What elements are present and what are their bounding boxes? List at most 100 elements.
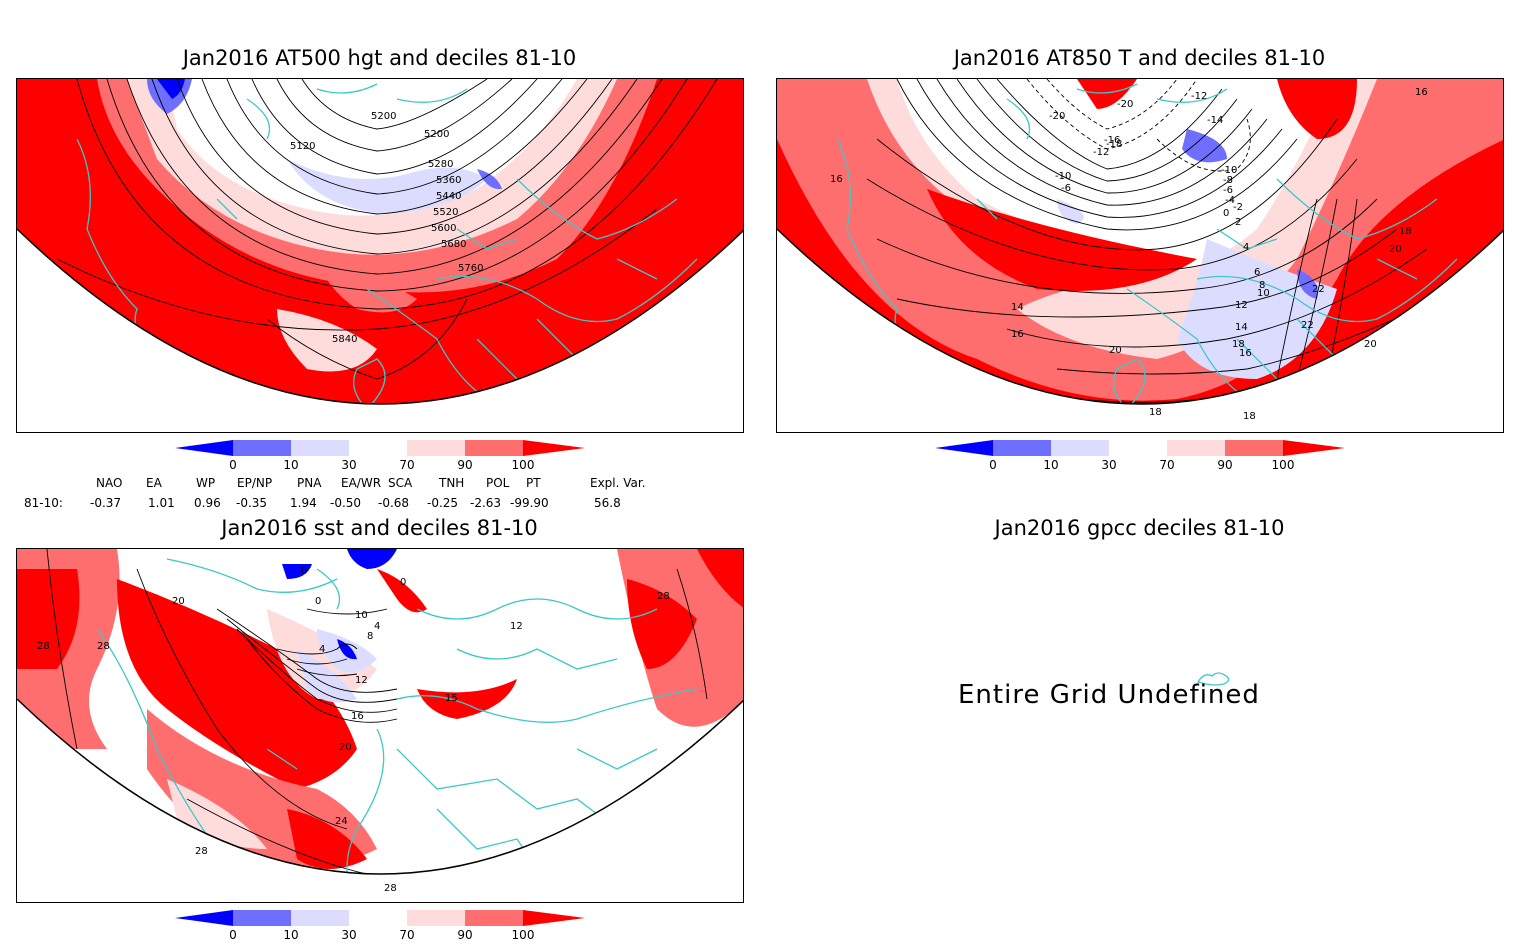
- index-header: TNH: [439, 476, 465, 490]
- contour-label: 6: [1254, 267, 1260, 278]
- contour-label: 12: [510, 621, 523, 632]
- contour-label: 5840: [332, 334, 357, 345]
- contour-label: -4: [1225, 195, 1235, 206]
- contour-label: 5200: [371, 111, 396, 122]
- colorbar-tick: 90: [1217, 458, 1233, 472]
- contour-label: -10: [1221, 165, 1237, 176]
- index-value: -0.50: [330, 496, 362, 510]
- colorbar-tick: 100: [511, 928, 535, 942]
- sst-map: 20 28 28 28 28 0 0 4 8 12 16 20 24 28 0 …: [16, 548, 744, 903]
- colorbar-tick: 100: [511, 458, 535, 472]
- contour-label: 14: [1235, 322, 1248, 333]
- index-header: NAO: [96, 476, 123, 490]
- contour-label: 5280: [428, 159, 453, 170]
- contour-label: 28: [384, 883, 397, 894]
- indices-header-row: NAO EA WP EP/NP PNA EA/WR SCA TNH POL PT…: [0, 476, 760, 492]
- contour-label: 20: [172, 596, 185, 607]
- colorbar-tick: 0: [229, 458, 237, 472]
- colorbar-swatch: [935, 440, 993, 456]
- index-header: EA/WR: [341, 476, 382, 490]
- index-value: 1.94: [290, 496, 317, 510]
- index-header: WP: [196, 476, 216, 490]
- contour-label: 0: [301, 566, 307, 577]
- colorbar-swatch: [523, 910, 585, 926]
- colorbar-swatch: [523, 440, 585, 456]
- index-value: -99.90: [510, 496, 549, 510]
- contour-label: 28: [657, 591, 670, 602]
- colorbar-swatch: [175, 440, 233, 456]
- colorbar-top-left: 0 10 30 70 90 100: [175, 440, 585, 480]
- contour-label: 20: [1389, 244, 1402, 255]
- contour-label: -2: [1233, 202, 1243, 213]
- index-row-label: 81-10:: [24, 496, 63, 510]
- colorbar-top-right: 0 10 30 70 90 100: [935, 440, 1345, 480]
- colorbar-bottom-left: 0 10 30 70 90 100: [175, 910, 585, 950]
- contour-label: -12: [1093, 147, 1109, 158]
- index-value: -0.68: [378, 496, 410, 510]
- index-value: -2.63: [470, 496, 502, 510]
- contour-label: -10: [1055, 171, 1071, 182]
- index-value: 1.01: [148, 496, 175, 510]
- index-header: EP/NP: [237, 476, 273, 490]
- contour-label: 5120: [290, 141, 315, 152]
- colorbar-tick: 10: [1043, 458, 1059, 472]
- colorbar-tick: 70: [1159, 458, 1175, 472]
- contour-label: -8: [1223, 175, 1233, 186]
- contour-label: 18: [1232, 339, 1245, 350]
- colorbar-tick: 0: [989, 458, 997, 472]
- contour-label: 28: [195, 846, 208, 857]
- contour-label: 4: [1243, 242, 1249, 253]
- colorbar-swatch: [407, 440, 465, 456]
- t850-map: -20 -20 -12 -14 -10 -8 -6 -4 -2 0 2 4 6 …: [776, 78, 1504, 433]
- contour-label: 22: [1301, 320, 1314, 331]
- colorbar-swatch: [233, 910, 291, 926]
- contour-label: 2: [1235, 217, 1241, 228]
- contour-label: 20: [1364, 339, 1377, 350]
- colorbar-swatch: [465, 440, 523, 456]
- contour-label: 5680: [441, 239, 466, 250]
- contour-label: 20: [1109, 345, 1122, 356]
- index-value: -0.25: [427, 496, 459, 510]
- contour-label: 5760: [458, 263, 483, 274]
- contour-label: -18: [1106, 139, 1122, 150]
- colorbar-swatch: [407, 910, 465, 926]
- index-header: EA: [146, 476, 162, 490]
- contour-label: 14: [1011, 302, 1024, 313]
- contour-label: -6: [1223, 185, 1233, 196]
- contour-label: 5360: [436, 175, 461, 186]
- colorbar-swatch: [175, 910, 233, 926]
- index-header: POL: [486, 476, 510, 490]
- contour-label: 12: [355, 675, 368, 686]
- contour-label: 4: [374, 621, 380, 632]
- contour-label: 28: [37, 641, 50, 652]
- contour-label: 0: [1223, 208, 1229, 219]
- colorbar-tick: 10: [283, 928, 299, 942]
- contour-label: -14: [1207, 115, 1223, 126]
- colorbar-tick: 30: [341, 928, 357, 942]
- contour-label: 8: [367, 631, 373, 642]
- contour-label: 28: [97, 641, 110, 652]
- colorbar-tick: 100: [1271, 458, 1295, 472]
- colorbar-swatch: [1167, 440, 1225, 456]
- contour-label: -20: [1049, 111, 1065, 122]
- t850-panel-title: Jan2016 AT850 T and deciles 81-10: [953, 46, 1326, 70]
- contour-label: -16: [1104, 135, 1120, 146]
- contour-label: 5600: [431, 223, 456, 234]
- colorbar-swatch: [1283, 440, 1345, 456]
- contour-label: -6: [1061, 183, 1071, 194]
- colorbar-swatch: [291, 440, 349, 456]
- contour-label: 10: [355, 610, 368, 621]
- index-value: 56.8: [594, 496, 621, 510]
- colorbar-tick: 90: [457, 458, 473, 472]
- contour-label: 24: [335, 816, 348, 827]
- contour-label: 15: [445, 693, 458, 704]
- contour-label: 0: [400, 577, 406, 588]
- colorbar-swatch: [465, 910, 523, 926]
- colorbar-swatch: [291, 910, 349, 926]
- colorbar-tick: 70: [399, 458, 415, 472]
- index-header: PNA: [297, 476, 322, 490]
- contour-label: 4: [319, 644, 325, 655]
- contour-label: 8: [1259, 280, 1265, 291]
- hgt-panel-title: Jan2016 AT500 hgt and deciles 81-10: [182, 46, 577, 70]
- colorbar-tick: 30: [1101, 458, 1117, 472]
